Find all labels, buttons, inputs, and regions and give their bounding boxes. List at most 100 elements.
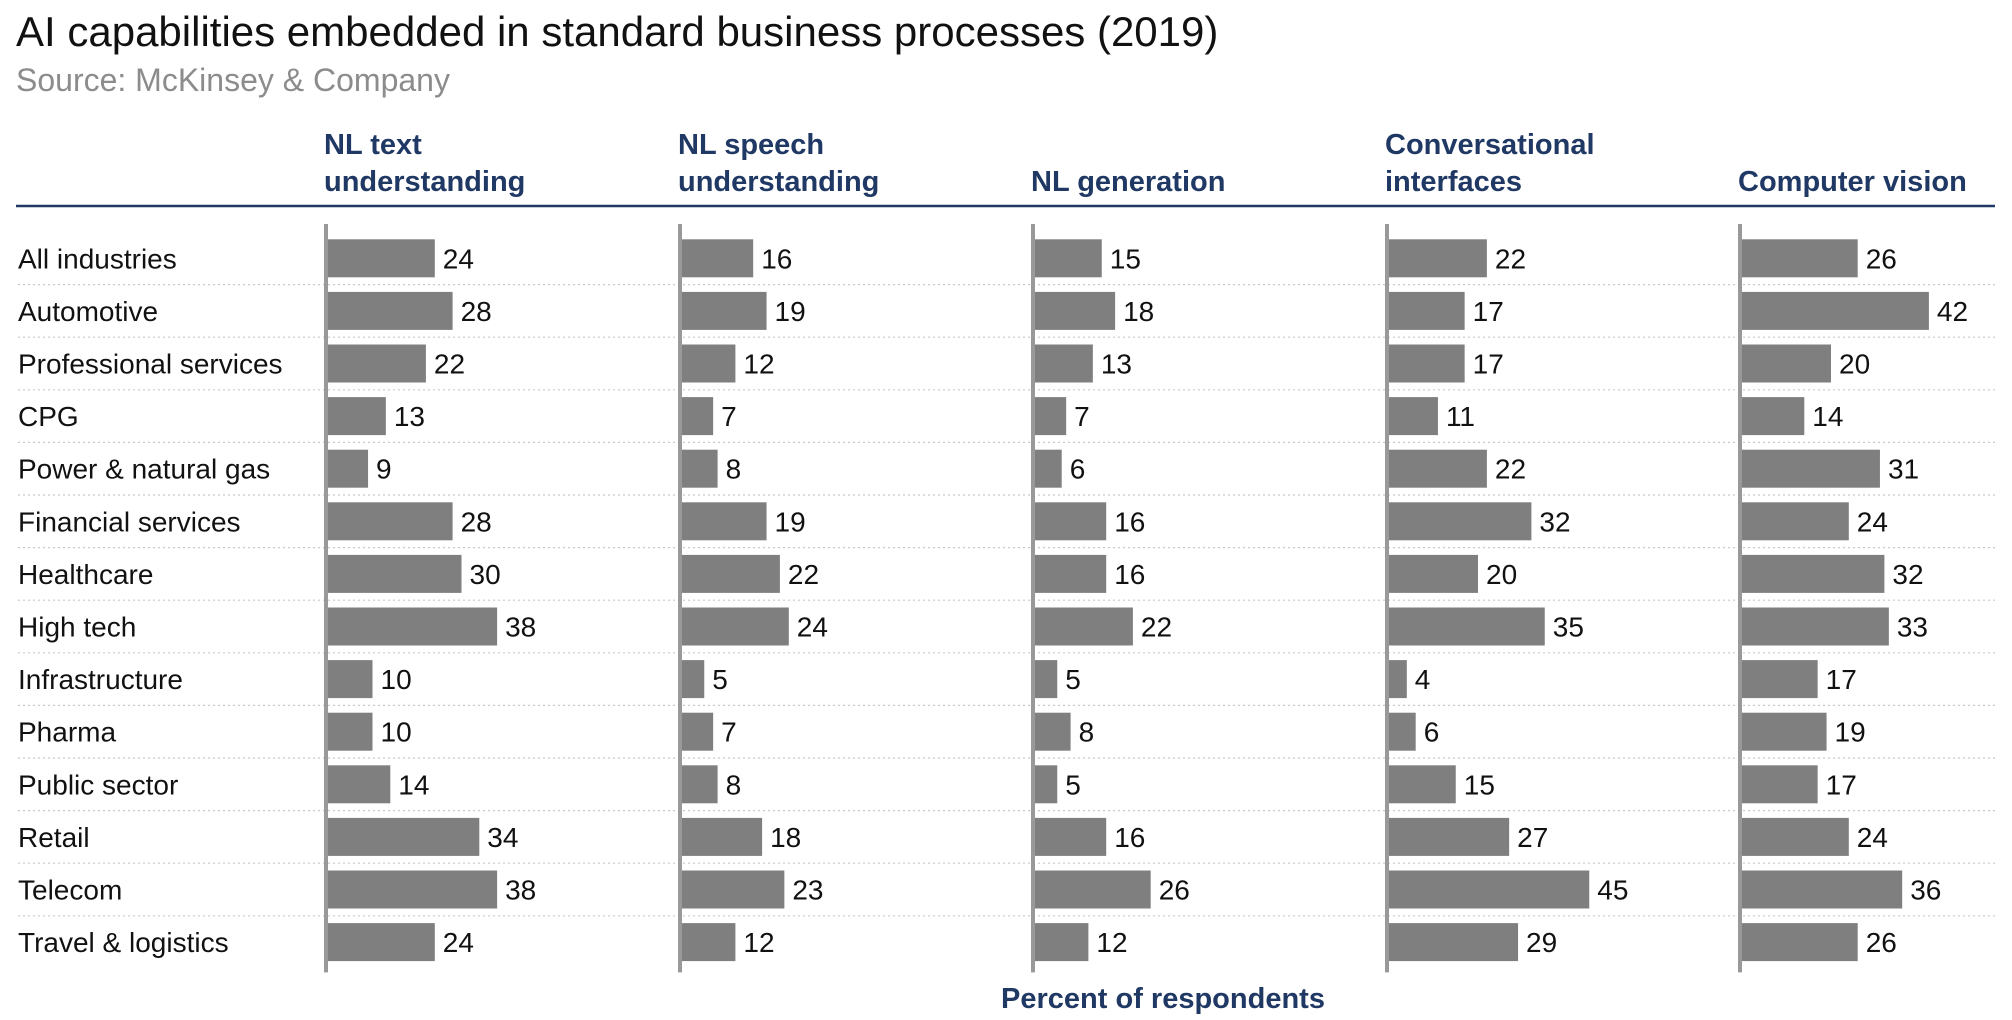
data-label: 24 — [1857, 506, 1888, 537]
bar — [1035, 344, 1093, 383]
bar — [328, 660, 373, 699]
category-label: Financial services — [18, 506, 241, 537]
category-label: CPG — [18, 401, 79, 432]
bar — [1389, 923, 1519, 962]
bar — [1742, 291, 1929, 330]
bar — [682, 502, 767, 541]
data-label: 17 — [1826, 664, 1857, 695]
data-label: 13 — [1101, 349, 1132, 380]
bar — [1389, 817, 1510, 856]
data-label: 14 — [1812, 401, 1843, 432]
series-header: interfaces — [1385, 166, 1522, 198]
bar — [1035, 660, 1058, 699]
series-header: NL text — [324, 129, 422, 161]
bar — [328, 344, 426, 383]
category-label: Travel & logistics — [18, 927, 229, 958]
category-label: Retail — [18, 822, 90, 853]
bar — [1389, 239, 1487, 278]
bar — [1742, 817, 1849, 856]
data-label: 16 — [1114, 822, 1145, 853]
data-label: 17 — [1473, 349, 1504, 380]
bar — [1742, 449, 1880, 488]
bar — [1742, 870, 1903, 909]
data-label: 23 — [792, 875, 823, 906]
series-header: NL speech — [678, 129, 824, 161]
data-label: 26 — [1159, 875, 1190, 906]
bar — [1742, 239, 1858, 278]
bar — [1035, 817, 1107, 856]
series-headers: NL text understanding NL speech understandi… — [324, 129, 1967, 198]
data-label: 32 — [1539, 506, 1570, 537]
bar — [1389, 291, 1465, 330]
data-label: 6 — [1070, 454, 1086, 485]
data-label: 11 — [1446, 401, 1475, 432]
data-label: 36 — [1910, 875, 1941, 906]
bar — [682, 765, 718, 804]
data-label: 16 — [761, 243, 792, 274]
bar — [1035, 291, 1116, 330]
data-label: 16 — [1114, 559, 1145, 590]
bar — [328, 817, 480, 856]
data-label: 28 — [461, 296, 492, 327]
series-header: Computer vision — [1738, 166, 1967, 198]
category-label: Pharma — [18, 717, 116, 748]
data-label: 31 — [1888, 454, 1919, 485]
data-label: 38 — [505, 612, 536, 643]
data-label: 32 — [1892, 559, 1923, 590]
bar — [1389, 554, 1478, 593]
bar — [1035, 923, 1089, 962]
bar — [1035, 239, 1102, 278]
bar — [328, 449, 369, 488]
bar — [682, 239, 754, 278]
series-header: understanding — [324, 166, 525, 198]
bar — [682, 344, 736, 383]
category-label: Infrastructure — [18, 664, 183, 695]
chart-source: Source: McKinsey & Company — [16, 62, 450, 98]
data-label: 7 — [1074, 401, 1090, 432]
bar — [328, 291, 453, 330]
data-label: 22 — [434, 349, 465, 380]
bar — [328, 502, 453, 541]
bar — [682, 397, 714, 436]
bar — [328, 712, 373, 751]
bar — [1742, 660, 1818, 699]
bar — [328, 554, 462, 593]
data-label: 5 — [1065, 664, 1081, 695]
bar — [328, 397, 386, 436]
bar — [1035, 607, 1133, 646]
bar — [682, 870, 785, 909]
bar — [1389, 660, 1407, 699]
bar — [1035, 554, 1107, 593]
data-label: 26 — [1866, 927, 1897, 958]
series-header: Conversational — [1385, 129, 1595, 161]
category-label: Automotive — [18, 296, 158, 327]
series-header: understanding — [678, 166, 879, 198]
bar — [1035, 712, 1071, 751]
bar — [1389, 397, 1438, 436]
data-label: 29 — [1526, 927, 1557, 958]
category-label: Public sector — [18, 769, 178, 800]
series-header: NL generation — [1031, 166, 1225, 198]
data-label: 10 — [381, 664, 412, 695]
data-label: 15 — [1464, 769, 1495, 800]
data-label: 8 — [726, 454, 742, 485]
bar — [682, 554, 780, 593]
row-separators — [18, 284, 1995, 917]
data-label: 26 — [1866, 243, 1897, 274]
data-label: 24 — [1857, 822, 1888, 853]
data-label: 18 — [770, 822, 801, 853]
data-label: 4 — [1415, 664, 1431, 695]
bar — [1389, 765, 1456, 804]
data-label: 12 — [743, 927, 774, 958]
data-label: 12 — [1096, 927, 1127, 958]
bar — [1742, 712, 1827, 751]
bar — [328, 765, 391, 804]
bar — [1742, 765, 1818, 804]
bar — [1035, 502, 1107, 541]
category-label: Telecom — [18, 875, 122, 906]
bar — [1742, 344, 1831, 383]
data-label: 24 — [443, 927, 474, 958]
data-label: 8 — [726, 769, 742, 800]
